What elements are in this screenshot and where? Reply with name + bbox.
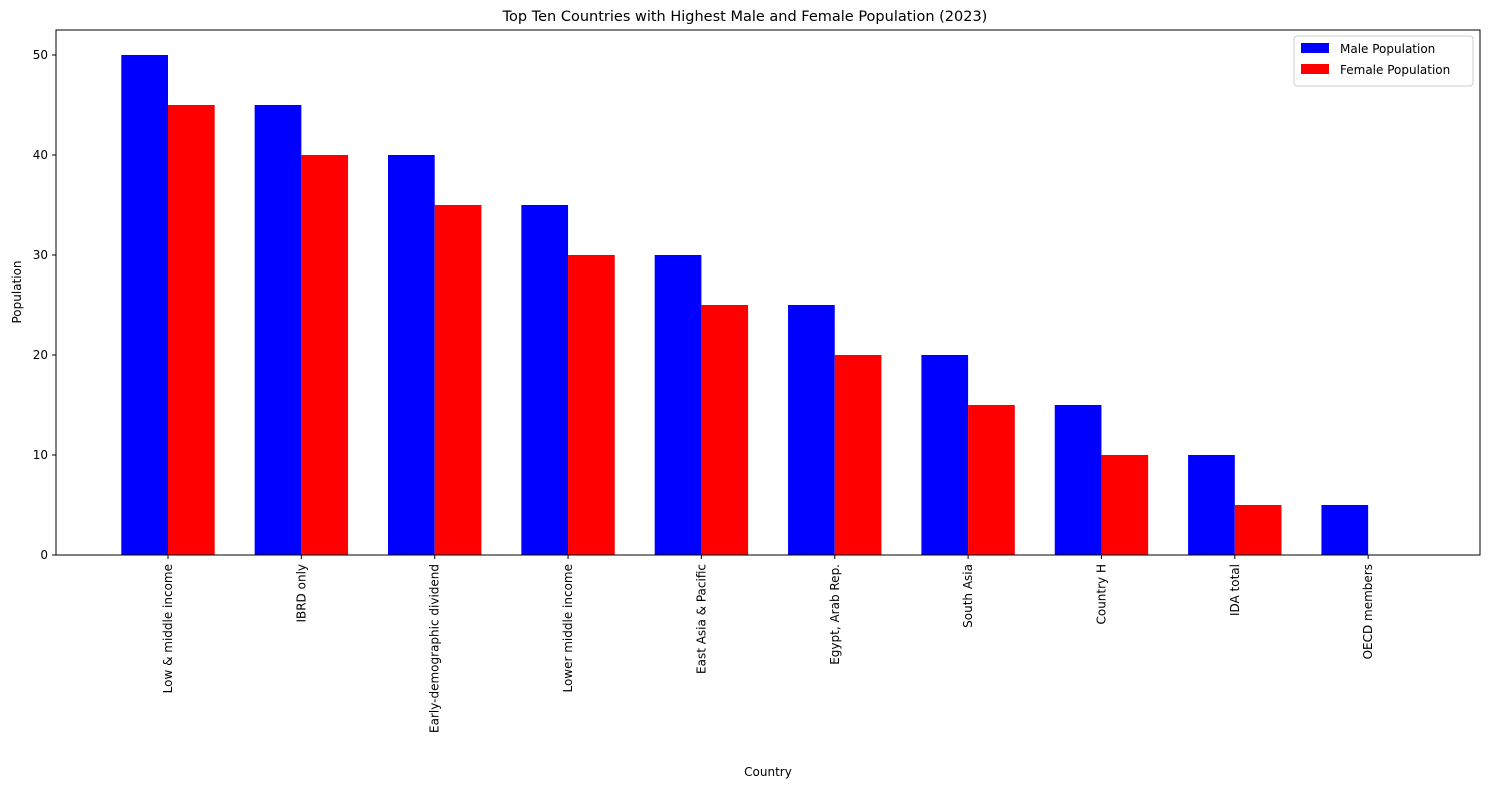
- male-bar-9: [1321, 505, 1369, 555]
- male-bar-3: [521, 205, 569, 555]
- legend-box: [1293, 35, 1474, 87]
- legend-swatch: [1301, 43, 1329, 53]
- y-tick-label: 20: [33, 348, 48, 362]
- y-axis-label: Population: [10, 260, 24, 323]
- x-tick-label: Country H: [1094, 564, 1108, 625]
- male-bar-8: [1188, 455, 1235, 555]
- x-tick-label: Early-demographic dividend: [428, 564, 442, 733]
- y-tick-label: 30: [33, 248, 48, 262]
- x-tick-label: OECD members: [1361, 564, 1375, 659]
- male-bar-5: [788, 305, 835, 555]
- female-bar-8: [1234, 505, 1282, 555]
- y-tick-label: 40: [33, 148, 48, 162]
- male-bar-1: [254, 105, 302, 555]
- bars-group: [121, 55, 1369, 555]
- x-tick-label: Lower middle income: [561, 564, 575, 693]
- x-axis-ticks: Low & middle income IBRD only Early-demogr…: [161, 555, 1375, 733]
- y-axis-ticks: 0 10 20 30 40 50: [33, 48, 56, 562]
- x-axis-label: Country: [744, 765, 792, 779]
- female-bar-0: [168, 105, 215, 555]
- x-tick-label: Egypt, Arab Rep.: [828, 564, 842, 665]
- male-bar-7: [1054, 405, 1102, 555]
- female-bar-5: [834, 355, 882, 555]
- female-bar-6: [968, 405, 1015, 555]
- x-tick-label: South Asia: [961, 564, 975, 628]
- legend-swatch: [1301, 64, 1329, 74]
- female-bar-2: [434, 205, 482, 555]
- female-bar-7: [1101, 455, 1149, 555]
- male-bar-2: [388, 155, 435, 555]
- y-tick-label: 10: [33, 448, 48, 462]
- legend-label: Female Population: [1340, 63, 1450, 77]
- male-bar-4: [654, 255, 702, 555]
- female-bar-3: [568, 255, 615, 555]
- x-tick-label: East Asia & Pacific: [694, 564, 708, 674]
- male-bar-0: [121, 55, 168, 555]
- x-tick-label: IDA total: [1228, 564, 1242, 616]
- male-bar-6: [921, 355, 969, 555]
- female-bar-1: [301, 155, 349, 555]
- y-tick-label: 0: [40, 548, 48, 562]
- legend-label: Male Population: [1340, 42, 1435, 56]
- chart-title: Top Ten Countries with Highest Male and …: [502, 9, 988, 25]
- y-tick-label: 50: [33, 48, 48, 62]
- plot-frame: [55, 29, 1481, 556]
- x-tick-label: IBRD only: [294, 564, 308, 623]
- legend: Male Population Female Population: [1293, 35, 1474, 87]
- female-bar-4: [701, 305, 749, 555]
- x-tick-label: Low & middle income: [161, 564, 175, 693]
